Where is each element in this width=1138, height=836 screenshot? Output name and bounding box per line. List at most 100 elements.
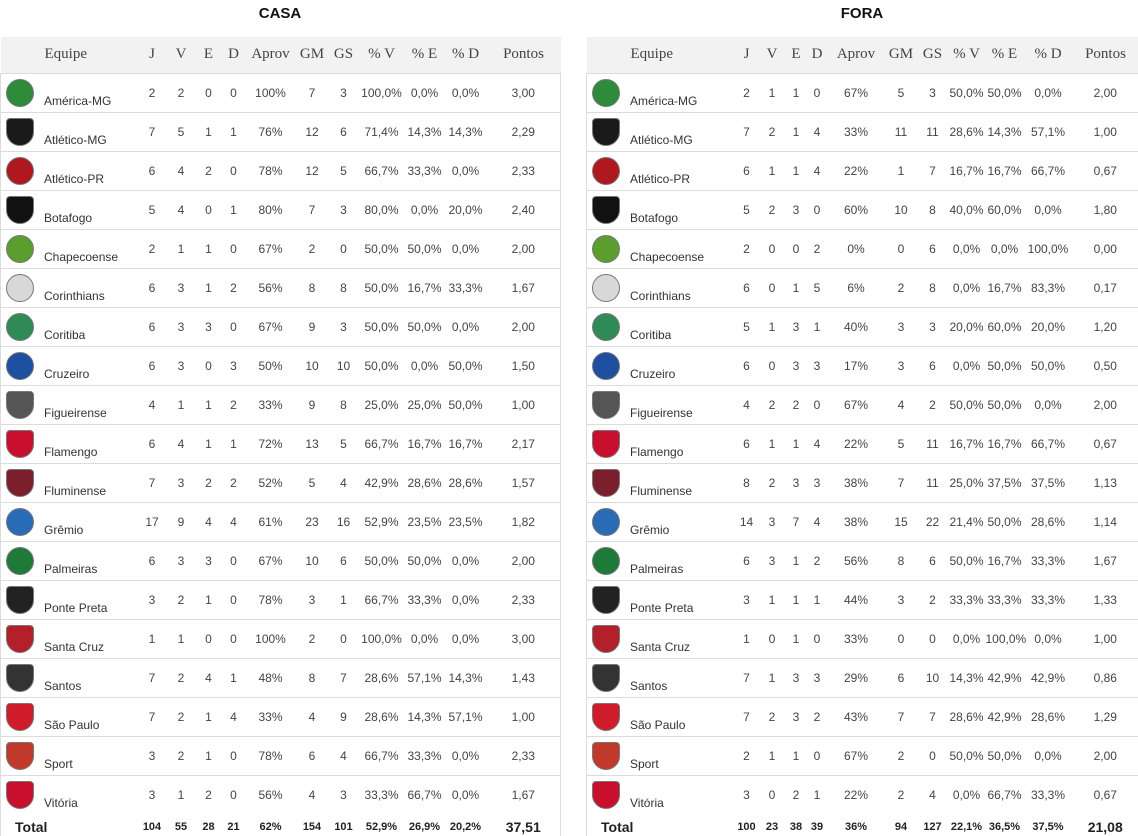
draws-cell: 2: [195, 774, 222, 814]
team-name: Sport: [630, 756, 659, 771]
total-row: Total 100 23 38 39 36% 94 127 22,1% 36,5% 37,5% 21,…: [586, 814, 1138, 836]
loss-pct-cell: 42,9%: [1023, 657, 1073, 697]
team-cell: Santos: [586, 657, 735, 697]
points-cell: 2,40: [486, 189, 561, 229]
table-row: Santa Cruz 1 1 0 0 100% 2 0 100,0% 0,0% 0,0% 3,00: [0, 618, 561, 658]
draw-pct-cell: 50,0%: [985, 72, 1024, 112]
points-cell: 0,86: [1072, 657, 1138, 697]
goals-for-cell: 7: [884, 462, 918, 502]
goals-against-cell: 11: [917, 111, 948, 151]
draw-pct-cell: 0,0%: [404, 72, 445, 112]
losses-cell: 1: [221, 111, 246, 151]
team-cell: Atlético-PR: [0, 150, 138, 190]
points-cell: 0,17: [1072, 267, 1138, 307]
wins-cell: 0: [758, 618, 786, 658]
draws-cell: 1: [195, 423, 222, 463]
team-crest-icon: [592, 390, 620, 419]
losses-cell: 1: [221, 657, 246, 697]
games-cell: 2: [734, 72, 759, 112]
win-pct-cell: 100,0%: [358, 72, 405, 112]
points-cell: 1,50: [486, 345, 561, 385]
games-cell: 8: [734, 462, 759, 502]
total-approval: 62%: [245, 814, 296, 836]
team-name: Figueirense: [630, 405, 693, 420]
points-cell: 1,33: [1072, 579, 1138, 619]
draw-pct-cell: 14,3%: [985, 111, 1024, 151]
total-games: 104: [137, 814, 167, 836]
draw-pct-cell: 37,5%: [985, 462, 1024, 502]
table-row: Figueirense 4 1 1 2 33% 9 8 25,0% 25,0% 50,0% 1,00: [0, 384, 561, 424]
goals-for-cell: 2: [884, 735, 918, 775]
games-cell: 7: [734, 657, 759, 697]
points-cell: 0,50: [1072, 345, 1138, 385]
approval-cell: 6%: [827, 267, 885, 307]
approval-cell: 76%: [245, 111, 296, 151]
team-crest-icon: [6, 234, 34, 263]
win-pct-cell: 16,7%: [947, 423, 986, 463]
points-cell: 2,33: [486, 735, 561, 775]
table-row: Flamengo 6 1 1 4 22% 5 11 16,7% 16,7% 66,7% 0,67: [586, 423, 1138, 463]
draws-cell: 1: [785, 267, 807, 307]
points-cell: 1,82: [486, 501, 561, 541]
goals-against-cell: 3: [917, 306, 948, 346]
team-cell: Palmeiras: [0, 540, 138, 580]
wins-cell: 4: [166, 150, 196, 190]
team-crest-icon: [592, 702, 620, 731]
wins-cell: 1: [758, 579, 786, 619]
team-cell: Figueirense: [586, 384, 735, 424]
wins-cell: 4: [166, 189, 196, 229]
team-name: Ponte Preta: [630, 600, 694, 615]
team-cell: São Paulo: [0, 696, 138, 736]
draw-pct-cell: 50,0%: [985, 735, 1024, 775]
team-name: Ponte Preta: [44, 600, 108, 615]
total-loss-pct: 20,2%: [444, 814, 487, 836]
loss-pct-cell: 50,0%: [444, 384, 487, 424]
table-row: Santa Cruz 1 0 1 0 33% 0 0 0,0% 100,0% 0,0% 1,00: [586, 618, 1138, 658]
team-name: Santos: [630, 678, 668, 693]
wins-cell: 0: [758, 228, 786, 268]
team-cell: Atlético-MG: [586, 111, 735, 151]
loss-pct-cell: 33,3%: [1023, 540, 1073, 580]
goals-for-cell: 9: [295, 306, 329, 346]
losses-cell: 1: [221, 423, 246, 463]
approval-cell: 78%: [245, 735, 296, 775]
draw-pct-cell: 100,0%: [985, 618, 1026, 658]
draw-pct-cell: 28,6%: [404, 462, 445, 502]
team-crest-icon: [6, 507, 34, 536]
team-name: Botafogo: [630, 210, 679, 225]
team-cell: Atlético-PR: [586, 150, 735, 190]
team-crest-icon: [6, 156, 34, 185]
wins-cell: 2: [166, 735, 196, 775]
draw-pct-cell: 33,3%: [985, 579, 1024, 619]
goals-against-cell: 9: [328, 696, 359, 736]
points-cell: 1,00: [1072, 111, 1138, 151]
games-cell: 6: [137, 423, 167, 463]
losses-cell: 4: [221, 501, 246, 541]
goals-for-cell: 1: [884, 150, 918, 190]
goals-for-cell: 12: [295, 111, 329, 151]
draw-pct-cell: 16,7%: [985, 150, 1024, 190]
table-row: Vitória 3 0 2 1 22% 2 4 0,0% 66,7% 33,3% 0,67: [586, 774, 1138, 814]
losses-cell: 4: [221, 696, 246, 736]
games-cell: 4: [137, 384, 167, 424]
loss-pct-cell: 0,0%: [1023, 189, 1073, 229]
table-row: Santos 7 1 3 3 29% 6 10 14,3% 42,9% 42,9% 0,86: [586, 657, 1138, 697]
draw-pct-cell: 33,3%: [404, 150, 445, 190]
loss-pct-cell: 0,0%: [444, 72, 487, 112]
losses-cell: 0: [221, 618, 246, 658]
team-name: América-MG: [44, 93, 112, 108]
team-cell: Chapecoense: [586, 228, 735, 268]
draws-cell: 0: [195, 618, 222, 658]
loss-pct-cell: 33,3%: [1023, 579, 1073, 619]
approval-cell: 22%: [827, 423, 885, 463]
win-pct-cell: 50,0%: [947, 735, 986, 775]
table-row: Atlético-PR 6 4 2 0 78% 12 5 66,7% 33,3% 0,0% 2,33: [0, 150, 561, 190]
team-crest-icon: [6, 117, 34, 146]
team-crest-icon: [592, 156, 620, 185]
draw-pct-cell: 14,3%: [404, 696, 445, 736]
column-header-goals-for: GM: [295, 37, 329, 73]
draws-cell: 4: [195, 657, 222, 697]
team-name: Palmeiras: [630, 561, 684, 576]
draws-cell: 1: [785, 579, 807, 619]
draws-cell: 1: [785, 735, 807, 775]
